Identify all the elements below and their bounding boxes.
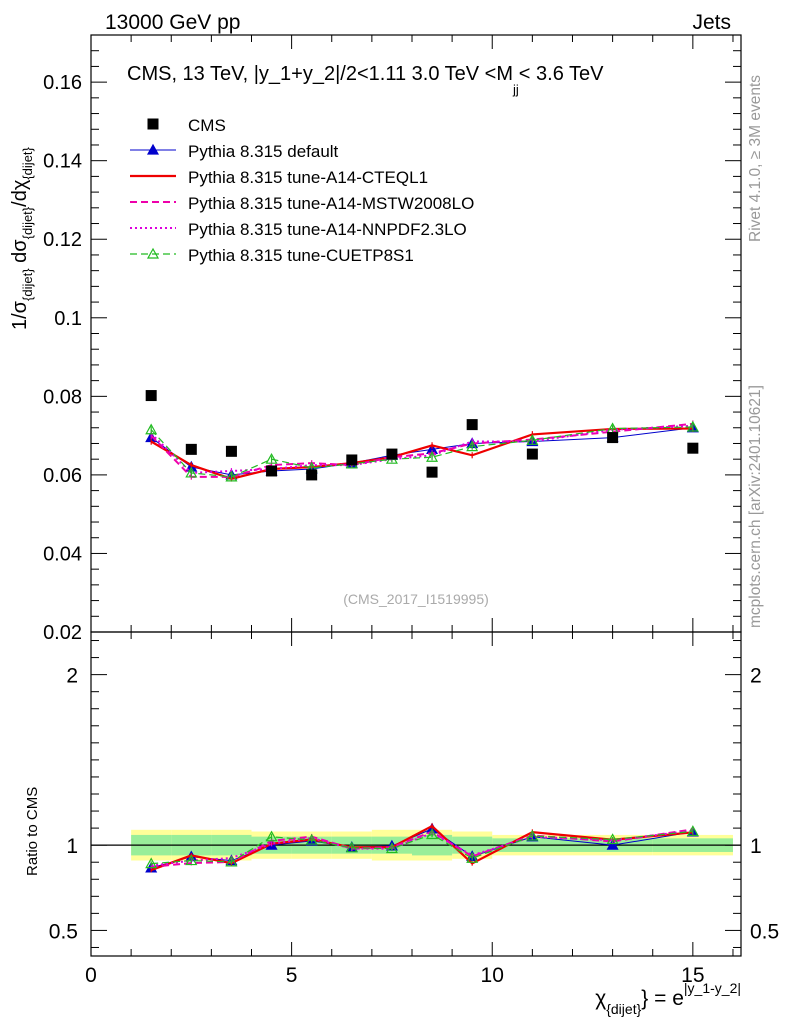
y-axis-label-part: /dχ (9, 179, 31, 207)
ratio-tick-label: 0.5 (49, 920, 78, 943)
chart-title-main: CMS, 13 TeV, |y_1+y_2|/2<1.11 3.0 TeV <M (127, 63, 513, 85)
ratio-point-4 (686, 825, 699, 836)
data-point (466, 419, 478, 431)
legend-label-2: Pythia 8.315 tune-A14-MSTW2008LO (188, 194, 474, 213)
x-axis-label: χ{dijet}} = e|y_1-y_2| (595, 980, 741, 1017)
data-point (607, 432, 619, 444)
ratio-frame (90, 631, 742, 957)
y-tick-label: 0.02 (43, 622, 82, 644)
data-point (386, 448, 398, 460)
ratio-point-4 (526, 829, 539, 841)
ratio-point-0 (606, 838, 619, 850)
y-axis-label-sub: {dijet} (20, 146, 35, 179)
ratio-point-4 (345, 841, 358, 853)
y-axis-label: 1/σ{dijet} dσ{dijet}/dχ{dijet} (9, 146, 35, 330)
ratio-point-4 (185, 854, 198, 866)
y-axis-label-sub: {dijet} (20, 268, 35, 301)
data-point (145, 390, 157, 402)
series-point-4 (526, 434, 539, 445)
data-point (526, 448, 538, 460)
axis-tick-labels: 0 5 10 15 0.02 0.04 0.06 0.08 0.1 0.12 0.14 0.16 0.5… (43, 72, 779, 987)
y-axis-label-part: dσ (9, 239, 31, 269)
legend-label-1: Pythia 8.315 tune-A14-CTEQL1 (188, 168, 428, 187)
ratio-series (145, 822, 699, 873)
series-point-4 (686, 420, 699, 432)
chart-title-tail: < 3.6 TeV (519, 63, 604, 85)
category-label: Jets (692, 11, 731, 34)
data-point (266, 465, 278, 477)
data-point (185, 443, 197, 455)
series-point-4 (145, 423, 158, 435)
x-axis-label-sup: |y_1-y_2| (684, 980, 741, 996)
x-axis-label-part: χ (595, 987, 606, 1010)
legend-label-4: Pythia 8.315 tune-CUETP8S1 (188, 246, 414, 265)
cms-data-points (145, 390, 699, 481)
y-tick-label: 0.04 (43, 543, 82, 565)
data-point (306, 469, 318, 481)
ratio-tick-label: 2 (66, 665, 78, 688)
y-tick-label: 0.12 (43, 229, 82, 251)
legend: CMS Pythia 8.315 default Pythia 8.315 tune… (130, 116, 474, 265)
ratio-point-4 (426, 828, 439, 840)
ratio-line-3 (151, 829, 693, 867)
x-axis-label-sub: {dijet} (606, 1001, 641, 1017)
series-point-4 (466, 440, 479, 452)
ratio-point-4 (145, 857, 158, 869)
y-tick-label: 0.14 (43, 151, 82, 173)
chart-title-sub: jj (512, 82, 519, 97)
x-tick-label: 0 (85, 964, 97, 987)
ratio-tick-label: 1 (66, 835, 78, 858)
process-label: 13000 GeV pp (105, 11, 240, 34)
axis-ticks (90, 34, 741, 956)
legend-label-0: Pythia 8.315 default (188, 142, 339, 161)
series-point-4 (185, 466, 198, 478)
ratio-y-axis-label: Ratio to CMS (24, 787, 41, 876)
data-point (687, 442, 699, 454)
ratio-point-4 (225, 855, 238, 867)
rivet-version-label: Rivet 4.1.0, ≥ 3M events (747, 75, 764, 242)
legend-marker-cms (147, 118, 159, 130)
ratio-point-4 (385, 842, 398, 854)
y-axis-label-sub: {dijet} (20, 206, 35, 239)
ratio-tick-label-right: 2 (750, 665, 762, 688)
x-tick-label: 10 (481, 964, 504, 987)
ratio-tick-label-right: 0.5 (750, 920, 779, 943)
series-line-2 (150, 422, 693, 478)
data-point (225, 445, 237, 457)
data-point (426, 466, 438, 478)
x-tick-label: 5 (286, 964, 298, 987)
series-point-4 (426, 450, 439, 462)
series-line-4 (150, 426, 693, 478)
ratio-point-4 (265, 830, 278, 842)
series-point-4 (265, 452, 278, 464)
analysis-id: (CMS_2017_I1519995) (343, 591, 489, 607)
ratio-point-4 (305, 833, 318, 845)
x-tick-label: 15 (681, 964, 704, 987)
y-tick-label: 0.1 (54, 308, 82, 330)
y-tick-label: 0.16 (43, 72, 82, 94)
ratio-line-1 (150, 824, 693, 872)
legend-marker-0 (146, 143, 160, 155)
chart-title: CMS, 13 TeV, |y_1+y_2|/2<1.11 3.0 TeV <M… (127, 63, 604, 97)
x-axis-label-part: } = e (641, 987, 684, 1010)
series-point-4 (225, 470, 238, 482)
legend-marker-4 (146, 247, 160, 259)
y-axis-label-part: 1/σ (9, 300, 31, 330)
y-tick-label: 0.06 (43, 465, 82, 487)
ratio-point-4 (606, 833, 619, 845)
data-point (346, 454, 358, 466)
mcplots-url-label: mcplots.cern.ch [arXiv:2401.10621] (747, 385, 764, 628)
y-tick-label: 0.08 (43, 386, 82, 408)
legend-label-cms: CMS (188, 116, 226, 135)
ratio-point-4 (466, 852, 479, 863)
ratio-tick-label-right: 1 (750, 835, 762, 858)
legend-label-3: Pythia 8.315 tune-A14-NNPDF2.3LO (188, 220, 467, 239)
